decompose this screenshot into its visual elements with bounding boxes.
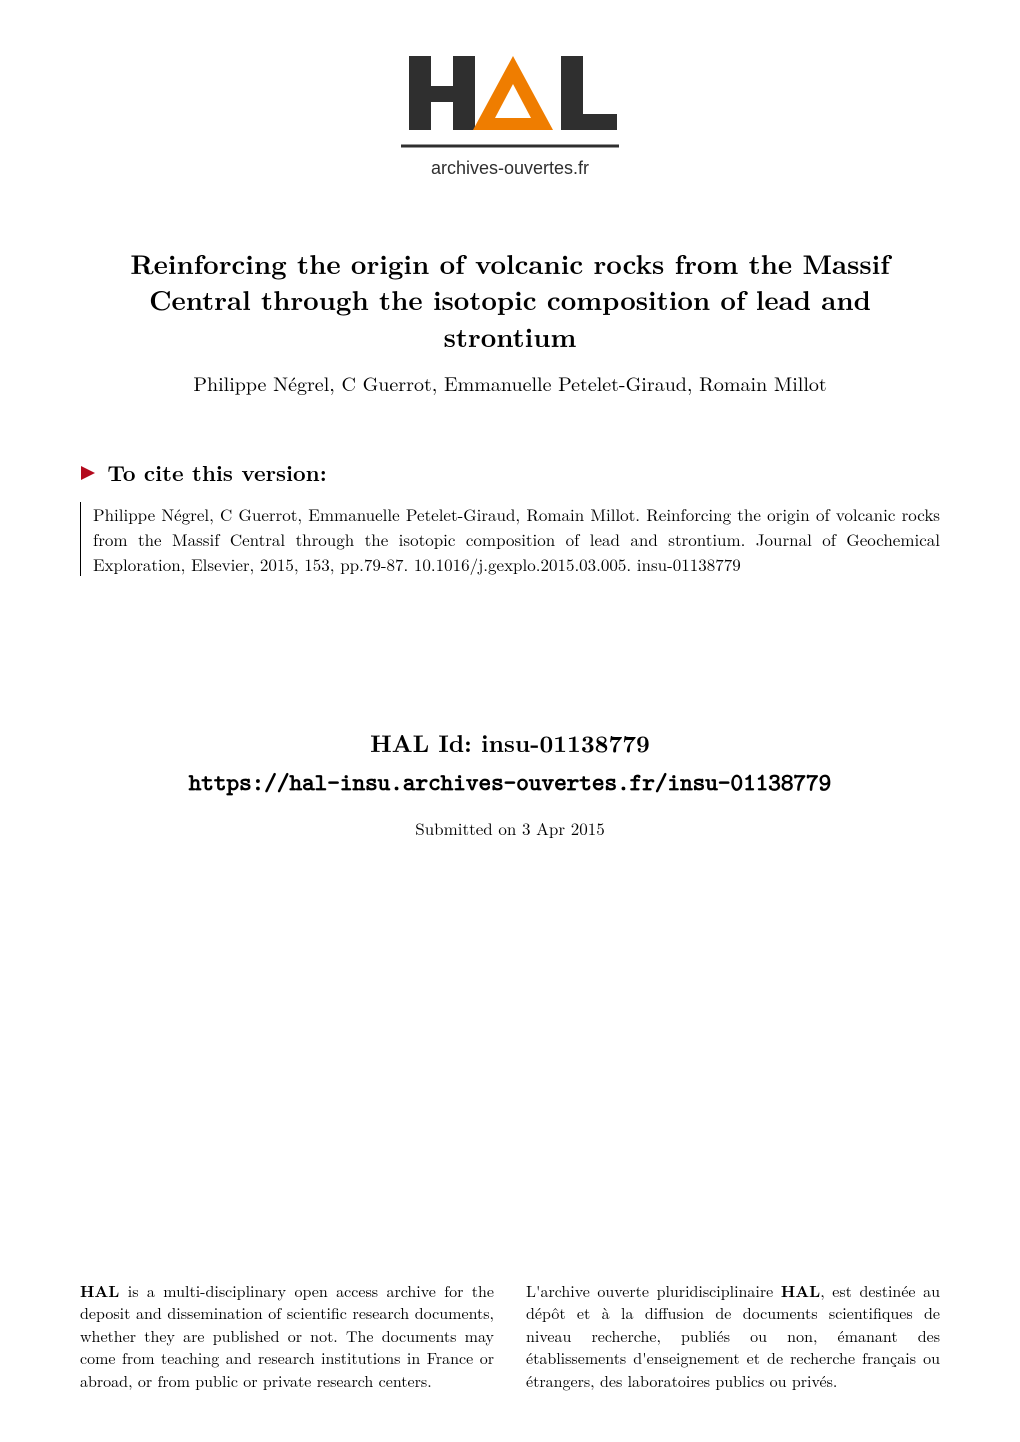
hal-id-block: HAL Id: insu-01138779 https://hal-insu.a… bbox=[80, 726, 940, 798]
hal-url[interactable]: https://hal-insu.archives-ouvertes.fr/in… bbox=[80, 766, 940, 798]
title-line-1: Reinforcing the origin of volcanic rocks… bbox=[130, 243, 889, 282]
footer-right-lead: HAL bbox=[781, 1279, 820, 1302]
title-line-3: strontium bbox=[444, 316, 577, 355]
page: archives-ouvertes.fr Reinforcing the ori… bbox=[0, 0, 1020, 1442]
footer-col-left: HAL is a multi-disciplinary open access … bbox=[80, 1280, 494, 1392]
title-line-2: Central through the isotopic composition… bbox=[149, 279, 871, 318]
triangle-icon bbox=[80, 463, 96, 486]
footer-left-lead: HAL bbox=[80, 1279, 119, 1302]
cite-body: Philippe Négrel, C Guerrot, Emmanuelle P… bbox=[80, 502, 940, 576]
hal-logo-container: archives-ouvertes.fr bbox=[80, 50, 940, 195]
paper-title: Reinforcing the origin of volcanic rocks… bbox=[100, 245, 920, 354]
hal-id: HAL Id: insu-01138779 bbox=[80, 726, 940, 760]
footer-right-before: L'archive ouverte pluridisciplinaire bbox=[526, 1279, 781, 1302]
logo-tagline: archives-ouvertes.fr bbox=[431, 158, 589, 178]
hal-logo: archives-ouvertes.fr bbox=[395, 50, 625, 190]
footer-col-right: L'archive ouverte pluridisciplinaire HAL… bbox=[526, 1280, 940, 1392]
authors-line: Philippe Négrel, C Guerrot, Emmanuelle P… bbox=[80, 368, 940, 397]
cite-heading: To cite this version: bbox=[107, 457, 326, 488]
footer-left-rest: is a multi-disciplinary open access arch… bbox=[80, 1279, 494, 1392]
submitted-date: Submitted on 3 Apr 2015 bbox=[80, 816, 940, 840]
triangle-shape bbox=[81, 466, 95, 480]
cite-block: To cite this version: Philippe Négrel, C… bbox=[80, 457, 940, 576]
footer-columns: HAL is a multi-disciplinary open access … bbox=[80, 1280, 940, 1392]
cite-heading-row: To cite this version: bbox=[80, 457, 940, 488]
